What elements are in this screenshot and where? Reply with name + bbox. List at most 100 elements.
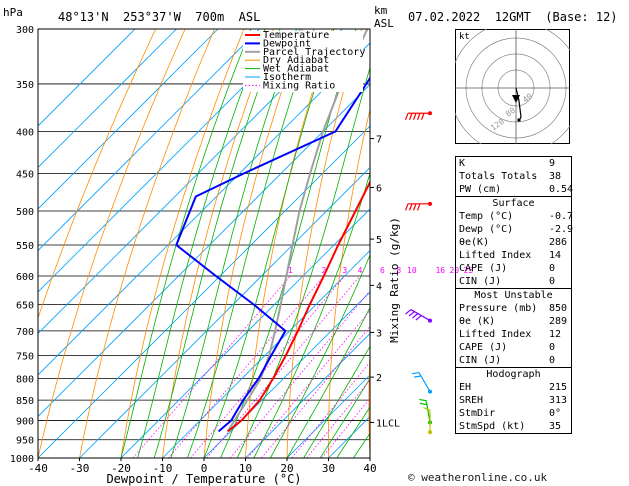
km-unit-label: km [374,4,388,17]
surface-row: CIN (J) 0 [456,275,571,288]
isotherm [38,125,370,458]
pressure-tick-label: 850 [16,396,34,407]
pressure-tick-label: 750 [16,351,34,362]
hpa-unit-label: hPa [3,6,23,19]
surface-label: Temp (°C) [459,211,514,222]
pressure-tick-label: 500 [16,207,34,218]
dry-adiabat [203,29,304,458]
wet-adiabat [120,29,252,458]
index-value: 38 [549,171,562,182]
most-unstable-title: Most Unstable [474,290,553,301]
km-tick-label: 1LCL [376,418,400,429]
hodograph-section: Hodograph EH 215 SREH 313 StmDir 0° StmSpd … [456,367,571,433]
dry-adiabat [38,29,157,320]
pressure-tick-label: 350 [16,80,34,91]
hodograph: kt 40 80 120 [455,29,570,144]
barb-feather [405,309,412,315]
dry-adiabat [368,343,370,458]
isotherm [245,332,370,458]
wet-adiabat [286,306,370,458]
hodo-value: 313 [549,395,568,406]
hodo-value: 35 [549,421,562,432]
barb-dot [428,111,432,116]
wet-adiabat [153,29,281,458]
isotherm [38,29,302,293]
dry-adiabat [620,29,629,458]
km-tick-label: 7 [376,135,382,146]
mixing-ratio-line [132,275,291,458]
mixing-ratio-label: 6 [380,266,385,275]
wind-barb [411,371,432,394]
most-unstable-section: Most Unstable Pressure (mb) 850 θe (K) 289… [456,288,571,367]
barb-feather [404,113,409,120]
hodo-label: StmDir [459,408,496,419]
pressure-tick-label: 800 [16,374,34,385]
isotherm [286,374,370,458]
wet-adiabat [236,66,370,458]
mu-label: CIN (J) [459,355,502,366]
wet-adiabat [170,29,297,458]
hodo-row: EH 215 [456,381,571,394]
wind-barb [404,111,432,120]
mixing-ratio-line [321,397,370,458]
dry-adiabat [120,29,245,458]
surface-label: CIN (J) [459,276,502,287]
dry-adiabat [38,29,186,458]
pressure-tick-label: 1000 [10,454,34,465]
station-location: 48°13'N 253°37'W 700m ASL [58,10,261,24]
x-tick-label: -20 [111,462,131,475]
hodo-value: 215 [549,382,568,393]
surface-value: 0 [549,276,556,287]
wind-barb [404,201,432,211]
mixing-ratio-line [306,379,370,458]
mixing-ratio-label: 3 [342,266,347,275]
x-tick-label: 0 [201,462,208,475]
surface-row: Temp (°C) -0.7 [456,210,573,223]
wind-barb [405,309,432,323]
x-axis-label: Dewpoint / Temperature (°C) [106,472,301,486]
barb-feather [413,375,422,378]
mixing-ratio-label: 4 [358,266,363,275]
index-value: 0.54 [549,184,574,195]
pressure-tick-label: 400 [16,128,34,139]
mu-value: 0 [549,355,556,366]
barb-dot [428,389,432,394]
mixing-ratio-axis-label: Mixing Ratio (g/kg) [388,217,401,343]
pressure-tick-label: 600 [16,272,34,283]
index-row: Totals Totals 38 [456,170,571,183]
hodo-label: StmSpd (kt) [459,421,526,432]
isotherm [162,249,370,458]
surface-label: Dewp (°C) [459,224,514,235]
mu-row: Pressure (mb) 850 [456,302,571,315]
dewpoint-profile [175,76,370,433]
mixing-ratio-line [229,290,370,458]
surface-title: Surface [492,198,535,209]
dry-adiabat [79,29,215,458]
legend-entry: Dry Adiabat [263,55,329,66]
surface-row: CAPE (J) 0 [456,262,571,275]
diagram-grid [38,29,629,458]
legend-box [243,31,363,92]
mu-row: θe (K) 289 [456,315,571,328]
index-label: Totals Totals [459,171,538,182]
hodograph-frame [455,29,570,144]
sounding-profiles [175,29,370,433]
surface-row: Lifted Index 14 [456,249,571,262]
x-tick-label: 20 [280,462,293,475]
index-row: PW (cm) 0.54 [456,183,574,196]
barb-feather [419,402,427,406]
barb-feather [416,113,421,120]
pressure-tick-label: 450 [16,169,34,180]
km-tick-label: 2 [376,373,382,384]
temperature-profile [227,180,370,433]
hodo-label: EH [459,382,472,393]
mu-label: Lifted Index [459,329,532,340]
wet-adiabat [253,171,370,458]
wet-adiabat [270,254,370,458]
wind-barbs [404,111,432,435]
hodograph-end-marker [517,118,521,122]
mu-row: CIN (J) 0 [456,354,571,367]
index-label: PW (cm) [459,184,502,195]
